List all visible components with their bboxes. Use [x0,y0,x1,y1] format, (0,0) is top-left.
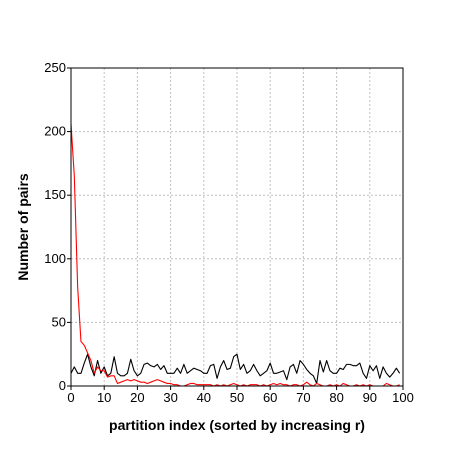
x-axis-label: partition index (sorted by increasing r) [109,417,365,433]
y-tick-label: 200 [44,124,66,139]
y-tick-label: 100 [44,251,66,266]
x-tick-label: 20 [130,390,144,405]
x-tick-label: 50 [230,390,244,405]
x-tick-label: 60 [263,390,277,405]
series-group [70,123,401,387]
x-tick-label: 80 [329,390,343,405]
x-tick-label: 0 [67,390,74,405]
x-tick-label: 70 [296,390,310,405]
x-tick-label: 30 [163,390,177,405]
x-tick-label: 90 [363,390,377,405]
y-tick-label: 250 [44,60,66,75]
axes: 0 10 20 30 40 50 60 70 80 90 100 0 50 100 150 200 250 [44,60,414,405]
y-tick-label: 0 [59,378,66,393]
series-line-0 [70,353,401,385]
y-tick-label: 150 [44,187,66,202]
x-tick-label: 40 [197,390,211,405]
y-tick-label: 50 [52,314,66,329]
x-tick-label: 100 [392,390,414,405]
y-axis-label: Number of pairs [15,173,31,281]
x-tick-label: 10 [97,390,111,405]
series-line-1 [70,123,400,387]
